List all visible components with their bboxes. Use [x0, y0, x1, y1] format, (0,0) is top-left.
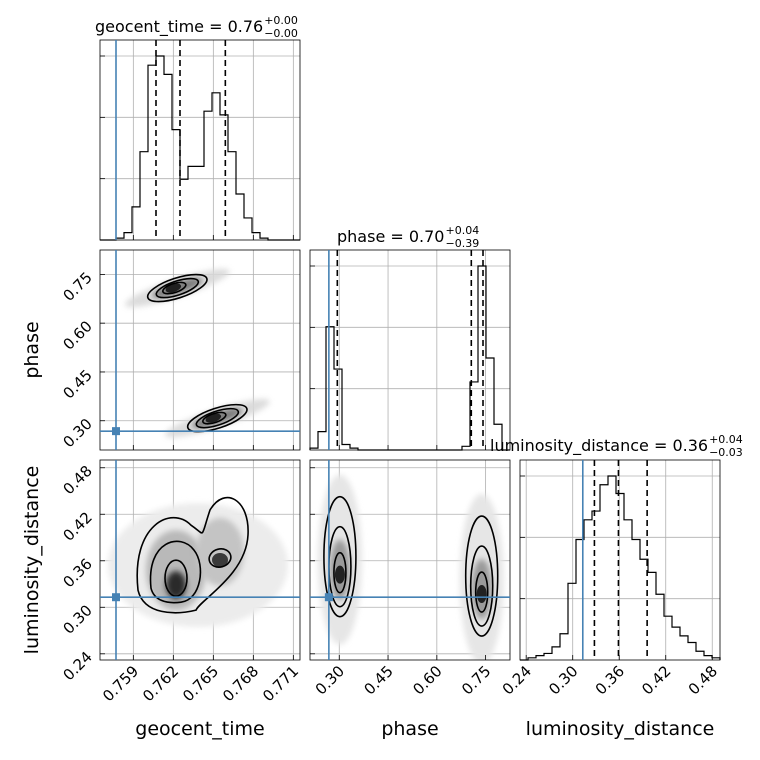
contour-inner-a — [164, 559, 188, 597]
ytick-label-luminosity-distance-1: 0.30 — [59, 601, 95, 637]
xtick-label-luminosity-distance-3: 0.42 — [638, 662, 674, 698]
xtick-label-phase-2: 0.60 — [409, 662, 445, 698]
contour-outer-0 — [323, 495, 357, 618]
ytick-label-phase-0: 0.30 — [59, 415, 95, 451]
xtick-label-phase-1: 0.45 — [361, 662, 397, 698]
histogram-luminosity-distance — [520, 475, 721, 661]
contour-mid — [149, 540, 202, 604]
ylabel-luminosity-distance: luminosity_distance — [21, 466, 43, 655]
lobe-b-core — [212, 553, 228, 567]
title-luminosity-distance: luminosity_distance = 0.36 — [490, 436, 708, 456]
xtick-label-phase-0: 0.30 — [312, 662, 348, 698]
ylabel-phase: phase — [21, 321, 43, 378]
contour-inner-0 — [333, 551, 347, 594]
panel-frame-2-1 — [309, 459, 511, 661]
xtick-label-geocent-time-4: 0.771 — [259, 662, 302, 705]
contour-mid-1 — [195, 407, 240, 429]
ytick-label-luminosity-distance-2: 0.36 — [59, 555, 95, 591]
xtick-label-geocent-time-2: 0.765 — [179, 662, 222, 705]
truth-marker-2-0 — [112, 593, 120, 602]
ytick-label-luminosity-distance-0: 0.24 — [59, 648, 95, 684]
contour-outer-0 — [146, 273, 208, 303]
contour-mid-1 — [469, 545, 494, 627]
panel-frame-0-0 — [99, 39, 301, 241]
contour-inner-1 — [202, 411, 227, 425]
xlabel-phase: phase — [381, 718, 438, 740]
xtick-label-luminosity-distance-2: 0.36 — [592, 662, 628, 698]
contour-outer-1 — [186, 403, 248, 433]
contour-inner-0 — [162, 281, 187, 295]
xtick-label-luminosity-distance-1: 0.30 — [545, 662, 581, 698]
xtick-label-geocent-time-1: 0.762 — [139, 662, 182, 705]
contour-mid-0 — [155, 277, 200, 299]
lobe-a-fill — [146, 530, 206, 611]
lobe-a-core — [166, 571, 186, 600]
panel-frame-1-1 — [309, 249, 511, 451]
title-phase-minus: −0.39 — [445, 237, 479, 250]
title-geocent-time-plus: +0.00 — [264, 14, 298, 27]
contour-outer — [136, 496, 249, 614]
title-geocent-time: geocent_time = 0.76 — [95, 17, 263, 37]
truth-marker-1-0 — [112, 427, 120, 436]
peak-1 — [476, 585, 487, 604]
xtick-label-phase-3: 0.75 — [458, 662, 494, 698]
xlabel-luminosity-distance: luminosity_distance — [526, 718, 715, 740]
panel-frame-2-0 — [99, 459, 301, 661]
histogram-geocent-time — [100, 55, 300, 241]
ytick-label-phase-1: 0.45 — [59, 366, 95, 402]
xtick-label-luminosity-distance-0: 0.24 — [499, 662, 535, 698]
title-luminosity-distance-minus: −0.03 — [709, 446, 743, 459]
ytick-label-luminosity-distance-4: 0.48 — [59, 462, 95, 498]
density-geocent-phase — [124, 269, 270, 438]
xtick-label-luminosity-distance-4: 0.48 — [685, 662, 721, 698]
ytick-label-phase-3: 0.75 — [59, 268, 95, 304]
title-luminosity-distance-plus: +0.04 — [709, 433, 743, 446]
title-phase-plus: +0.04 — [445, 224, 479, 237]
ytick-label-luminosity-distance-3: 0.42 — [59, 508, 95, 544]
text-layer: geocent_time = 0.76 +0.00 −0.00 phase = … — [21, 14, 743, 740]
panel-frame-2-2 — [519, 459, 721, 661]
density-phase-distance — [317, 474, 504, 660]
xtick-label-geocent-time-0: 0.759 — [99, 662, 142, 705]
title-geocent-time-minus: −0.00 — [264, 27, 298, 40]
truth-marker-2-1 — [324, 593, 333, 602]
marks-layer — [99, 39, 721, 661]
title-phase: phase = 0.70 — [337, 227, 444, 246]
density-geocent-distance — [108, 496, 288, 628]
ytick-label-phase-2: 0.60 — [59, 317, 95, 353]
contour-inner-b — [208, 548, 232, 568]
contour-outer-1 — [464, 515, 499, 637]
peak-0 — [334, 565, 345, 584]
histogram-phase — [309, 265, 510, 451]
lobe-b-fill — [196, 518, 244, 586]
xtick-label-geocent-time-3: 0.768 — [219, 662, 262, 705]
contour-inner-1 — [474, 571, 489, 613]
xlabel-geocent-time: geocent_time — [135, 718, 264, 740]
density-layer — [108, 269, 504, 660]
panel-frame-1-0 — [99, 249, 301, 451]
